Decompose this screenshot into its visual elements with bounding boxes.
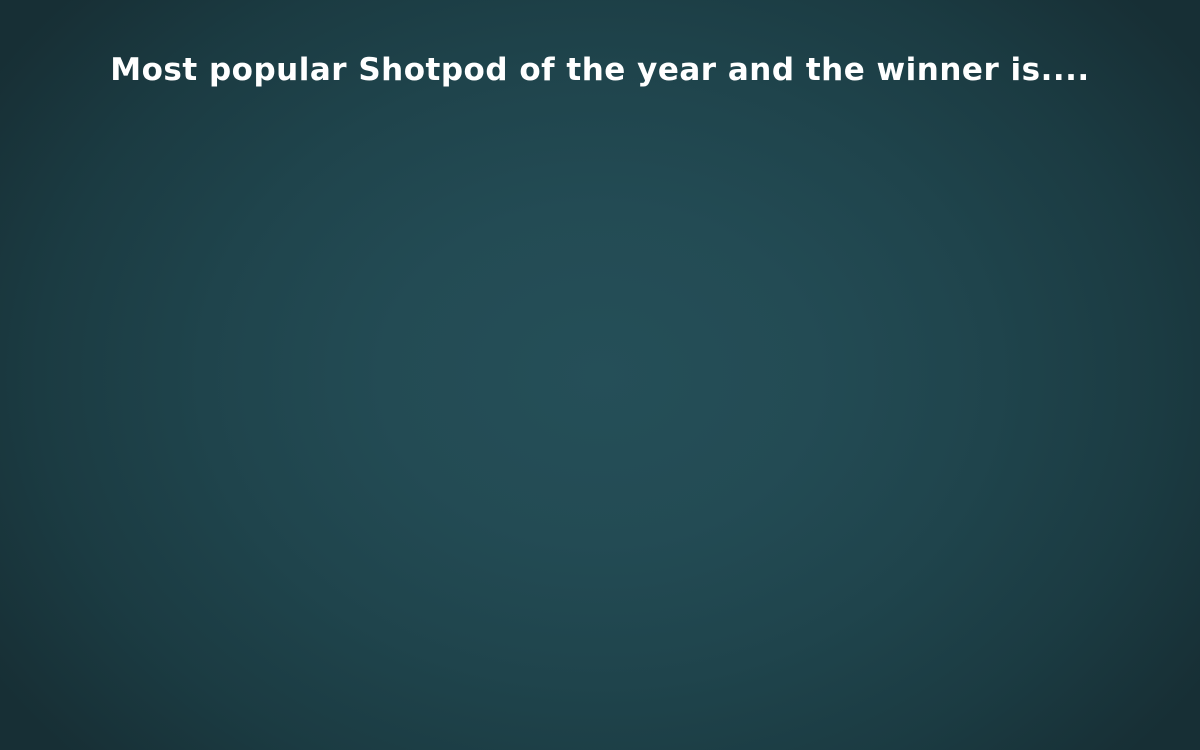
slide-title: Most popular Shotpod of the year and the… [110, 52, 1090, 88]
